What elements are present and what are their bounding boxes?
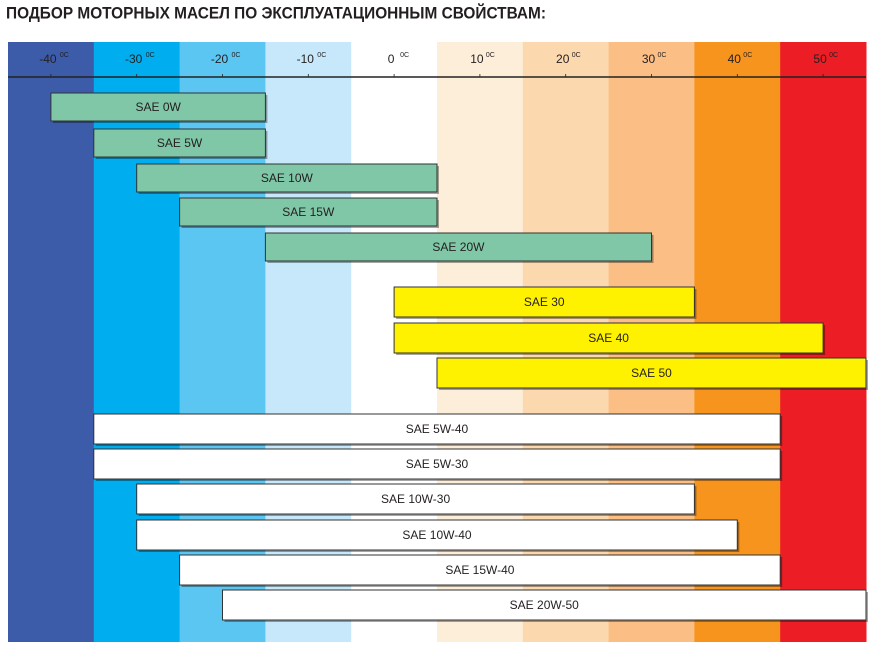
range-bar — [179, 554, 781, 586]
x-tick-superscript: 0C — [829, 52, 838, 59]
bar-label: SAE 10W-30 — [381, 492, 450, 506]
bar-label: SAE 15W — [282, 205, 335, 219]
range-bar — [222, 589, 867, 621]
x-tick-label: -10 — [297, 52, 315, 66]
range-bar — [136, 483, 695, 515]
x-tick-label: -30 — [125, 52, 143, 66]
bar-label: SAE 5W-40 — [406, 422, 469, 436]
temperature-column — [8, 42, 95, 642]
range-bar — [136, 163, 438, 193]
range-bar — [136, 519, 738, 551]
bar-label: SAE 5W-30 — [406, 457, 469, 471]
x-tick-label: 50 — [813, 52, 827, 66]
chart-title: ПОДБОР МОТОРНЫХ МАСЕЛ ПО ЭКСПЛУАТАЦИОННЫ… — [6, 3, 546, 22]
x-tick-superscript: 0C — [658, 52, 667, 59]
x-tick-superscript: 0C — [146, 52, 155, 59]
x-tick-label: -20 — [211, 52, 229, 66]
bar-label: SAE 20W-50 — [510, 598, 579, 612]
x-tick-superscript: 0C — [486, 52, 495, 59]
bar-label: SAE 40 — [588, 331, 629, 345]
range-bar — [393, 286, 695, 318]
bar-label: SAE 10W — [261, 171, 314, 185]
bar-label: SAE 10W-40 — [402, 528, 471, 542]
range-bar — [93, 128, 266, 158]
bar-label: SAE 15W-40 — [445, 563, 514, 577]
bar-label: SAE 50 — [631, 366, 672, 380]
x-tick-label: 0 — [388, 52, 395, 66]
bar-label: SAE 20W — [432, 240, 485, 254]
range-bar — [393, 322, 824, 354]
x-tick-label: 20 — [556, 52, 570, 66]
range-bar — [93, 448, 781, 480]
range-bar — [179, 197, 438, 227]
x-tick-label: 30 — [642, 52, 656, 66]
bar-label: SAE 5W — [157, 136, 203, 150]
range-bar — [264, 232, 652, 262]
x-tick-label: 40 — [728, 52, 742, 66]
x-tick-superscript: 0C — [232, 52, 241, 59]
x-tick-superscript: 0C — [572, 52, 581, 59]
x-tick-superscript: 0C — [743, 52, 752, 59]
x-tick-superscript: 0C — [317, 52, 326, 59]
x-tick-superscript: 0C — [400, 52, 409, 59]
range-bar — [436, 357, 867, 389]
bar-label: SAE 0W — [135, 100, 181, 114]
range-bar — [93, 413, 781, 445]
x-tick-superscript: 0C — [60, 52, 69, 59]
x-tick-label: 10 — [470, 52, 484, 66]
x-tick-label: -40 — [39, 52, 57, 66]
range-bar — [50, 92, 266, 122]
bar-label: SAE 30 — [524, 295, 565, 309]
